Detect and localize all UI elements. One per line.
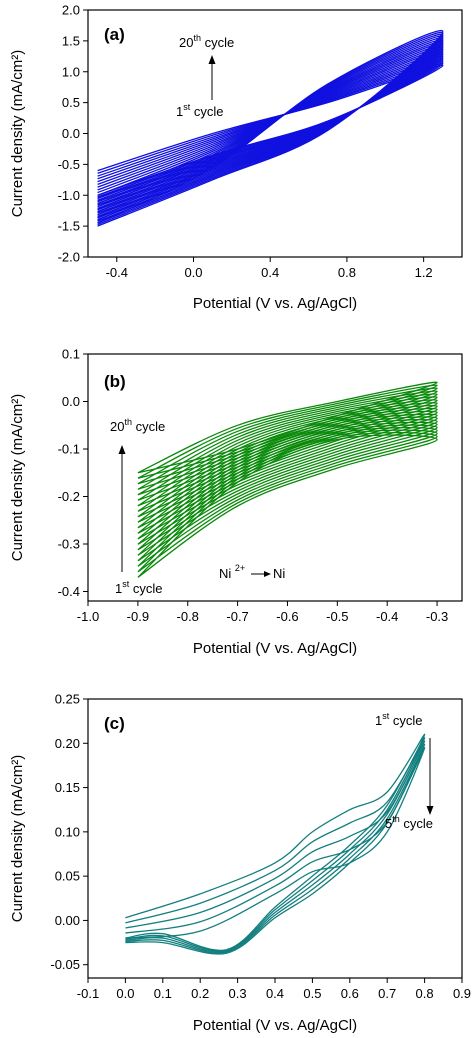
cv-cycle-19-line — [97, 31, 444, 226]
y-tick-label: 1.5 — [62, 33, 80, 48]
chart-panel-c: -0.1 0.0 0.1 0.2 0.3 0.4 0.5 0.6 0.7 0.8 0.9 -0.05 0… — [9, 692, 471, 1035]
annotation-20th-cycle: 20th cycle — [179, 33, 234, 50]
y-tick-label: -0.2 — [58, 489, 80, 504]
x-tick-label: -0.8 — [177, 609, 199, 624]
x-tick-label: 0.4 — [261, 265, 279, 280]
x-tick-label: -0.5 — [326, 609, 348, 624]
cv-cycle-18-line — [137, 387, 438, 485]
annotation-20th-cycle: 20th cycle — [110, 417, 165, 434]
x-tick-label: 0.9 — [453, 986, 471, 1001]
x-tick-label: 0.6 — [341, 986, 359, 1001]
x-tick-label: -1.0 — [77, 609, 99, 624]
x-tick-label: -0.1 — [77, 986, 99, 1001]
y-tick-label: -0.05 — [50, 957, 80, 972]
y-tick-label: -0.1 — [58, 442, 80, 457]
annotation-ni-reduction: Ni 2+ — [219, 563, 245, 581]
y-tick-label: -0.4 — [58, 584, 80, 599]
cv-cycle-14-line — [137, 399, 438, 507]
y-tick-label: 0.5 — [62, 95, 80, 110]
x-tick-label: 1.2 — [415, 265, 433, 280]
y-tick-label: 0.20 — [55, 736, 80, 751]
y-tick-label: -2.0 — [58, 250, 80, 265]
panel-label: (c) — [104, 714, 125, 733]
cv-cycle-15-line — [97, 39, 444, 219]
cv-cycle-14-line — [97, 40, 444, 218]
y-tick-label: 0.00 — [55, 913, 80, 928]
x-tick-label: -0.6 — [276, 609, 298, 624]
cv-cycle-4-line — [125, 743, 426, 954]
x-tick-label: 0.8 — [416, 986, 434, 1001]
x-axis-label: Potential (V vs. Ag/AgCl) — [193, 1017, 357, 1034]
cv-cycle-13-line — [137, 402, 438, 512]
plot-frame — [87, 353, 463, 602]
cv-cycle-5-line — [125, 747, 426, 955]
x-tick-label: 0.0 — [184, 265, 202, 280]
y-axis-label: Current density (mA/cm²) — [9, 50, 26, 218]
x-axis-label: Potential (V vs. Ag/AgCl) — [193, 295, 357, 312]
cv-cycle-20-line — [97, 29, 444, 227]
cv-cycle-12-line — [97, 44, 444, 214]
cv-cycle-17-line — [137, 390, 438, 490]
annotation-ni-product: Ni — [273, 566, 285, 581]
x-tick-label: -0.4 — [106, 265, 128, 280]
y-tick-label: -0.3 — [58, 537, 80, 552]
cv-cycle-3-line — [97, 61, 444, 200]
x-tick-label: 0.7 — [378, 986, 396, 1001]
x-tick-label: 0.0 — [116, 986, 134, 1001]
arrow-up-icon — [118, 445, 126, 454]
x-tick-label: 0.2 — [191, 986, 209, 1001]
x-tick-label: -0.7 — [226, 609, 248, 624]
y-axis-label: Current density (mA/cm²) — [9, 755, 26, 923]
cv-cycle-4-line — [97, 59, 444, 201]
annotation-5th-cycle: 5th cycle — [385, 814, 433, 831]
y-tick-label: 1.0 — [62, 64, 80, 79]
y-tick-label: -0.5 — [58, 157, 80, 172]
cv-cycle-13-line — [97, 42, 444, 216]
cv-cycle-7-line — [97, 53, 444, 206]
x-tick-label: 0.8 — [338, 265, 356, 280]
x-tick-label: 0.3 — [229, 986, 247, 1001]
panel-label: (a) — [104, 25, 125, 44]
x-tick-label: 0.1 — [154, 986, 172, 1001]
cv-cycle-19-line — [137, 384, 438, 479]
y-tick-label: 0.1 — [62, 347, 80, 362]
y-tick-label: -1.0 — [58, 188, 80, 203]
annotation-1st-cycle: 1st cycle — [176, 102, 223, 119]
cv-cycle-3-line — [125, 740, 426, 953]
x-tick-label: -0.4 — [376, 609, 398, 624]
arrow-right-icon — [264, 571, 271, 577]
cv-cycle-2-line — [125, 737, 426, 952]
chart-panel-b: -1.0 -0.9 -0.8 -0.7 -0.6 -0.5 -0.4 -0.3 -0.4 -0.3… — [9, 347, 463, 657]
y-tick-label: -1.5 — [58, 219, 80, 234]
x-tick-label: 0.4 — [266, 986, 284, 1001]
y-tick-label: 0.10 — [55, 824, 80, 839]
chart-panel-a: -0.4 0.0 0.4 0.8 1.2 -2.0 -1.5 -1.0 -0.5 0.0 0.5 1.… — [9, 3, 463, 312]
cv-cycle-20-line — [137, 381, 438, 474]
cv-cycle-16-line — [137, 393, 438, 496]
y-tick-label: 0.0 — [62, 394, 80, 409]
arrow-down-icon — [426, 806, 434, 815]
y-tick-label: 2.0 — [62, 3, 80, 18]
annotation-1st-cycle: 1st cycle — [375, 711, 422, 728]
y-axis-label: Current density (mA/cm²) — [9, 394, 26, 562]
panel-label: (b) — [104, 372, 126, 391]
y-tick-label: 0.0 — [62, 126, 80, 141]
annotation-1st-cycle: 1st cycle — [115, 579, 162, 596]
y-tick-label: 0.15 — [55, 780, 80, 795]
y-tick-label: 0.25 — [55, 692, 80, 707]
x-tick-label: -0.3 — [426, 609, 448, 624]
x-tick-label: 0.5 — [303, 986, 321, 1001]
cv-cycle-15-line — [137, 396, 438, 501]
x-axis-label: Potential (V vs. Ag/AgCl) — [193, 640, 357, 657]
y-tick-label: 0.05 — [55, 869, 80, 884]
x-tick-label: -0.9 — [127, 609, 149, 624]
arrow-up-icon — [208, 55, 216, 64]
